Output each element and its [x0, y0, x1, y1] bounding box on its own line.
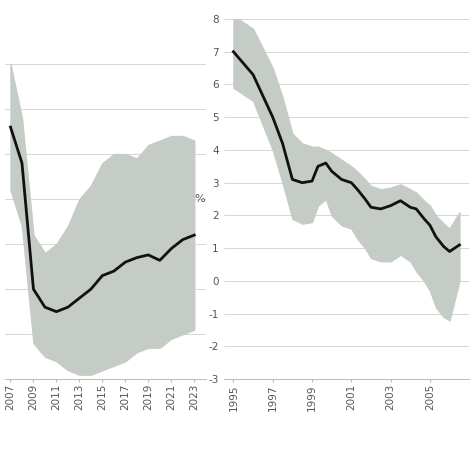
Y-axis label: %: %	[195, 194, 205, 204]
